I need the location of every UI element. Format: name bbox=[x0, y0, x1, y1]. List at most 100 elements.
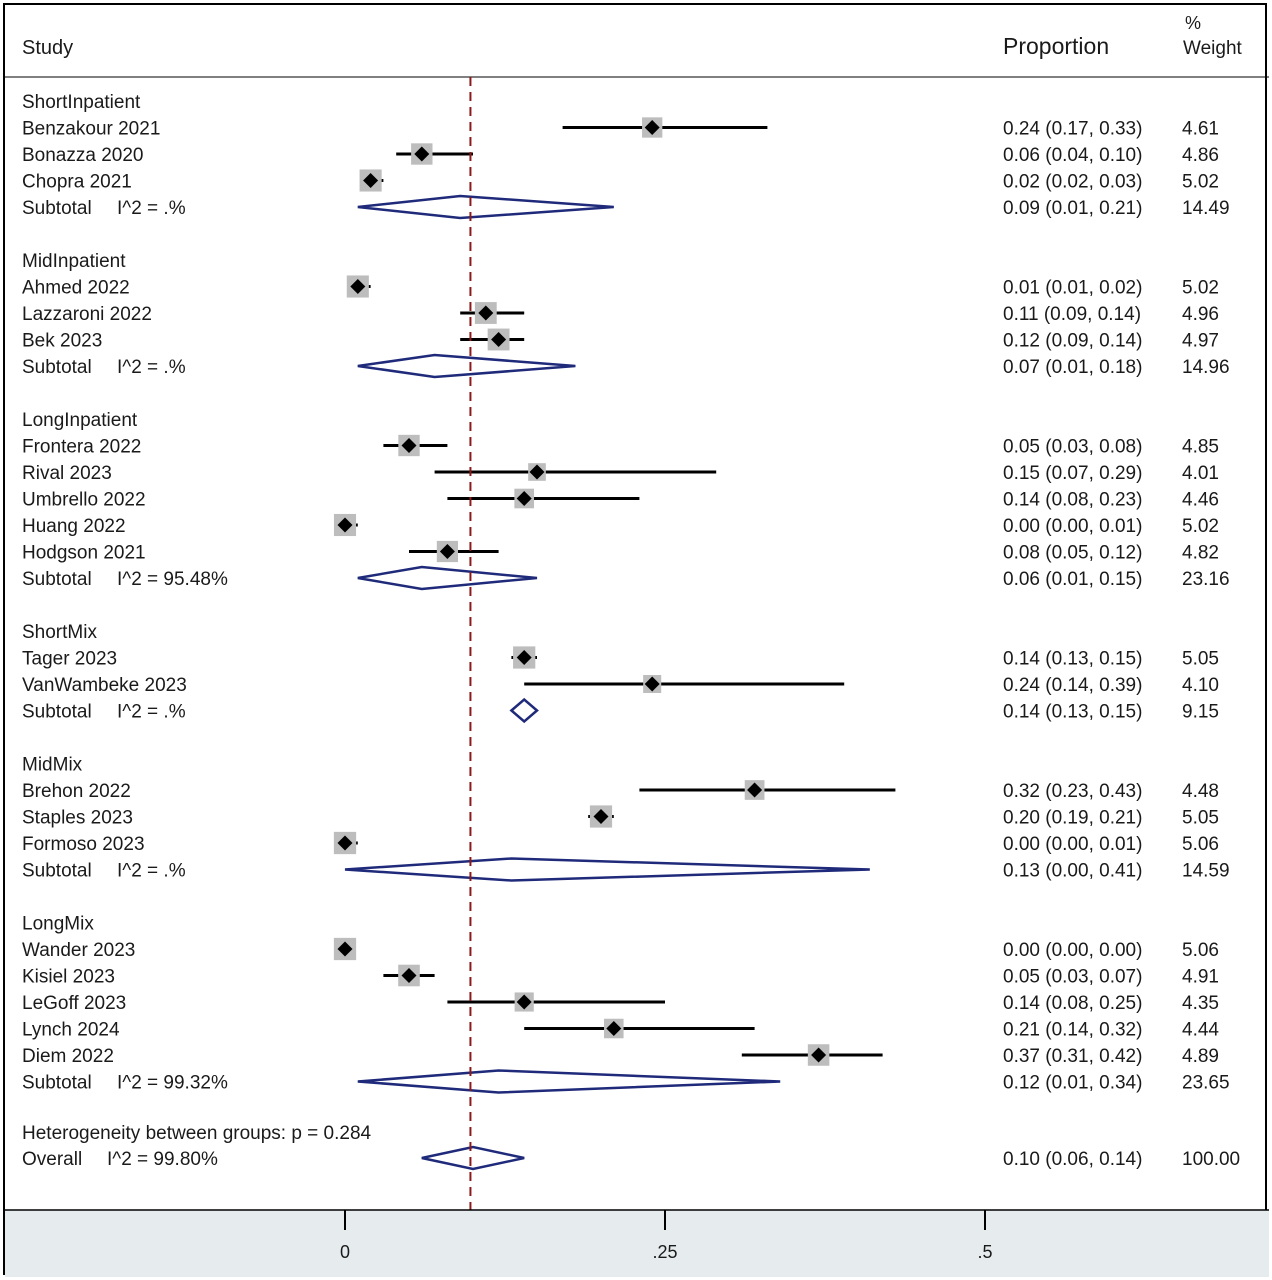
study-label: Hodgson 2021 bbox=[22, 543, 146, 564]
study-estimate: 0.05 (0.03, 0.07) bbox=[1003, 967, 1142, 988]
point-estimate bbox=[337, 835, 353, 851]
study-weight: 4.61 bbox=[1182, 119, 1219, 140]
x-tick-label: .25 bbox=[652, 1242, 677, 1262]
study-estimate: 0.14 (0.08, 0.25) bbox=[1003, 993, 1142, 1014]
study-label: Wander 2023 bbox=[22, 940, 135, 961]
point-estimate bbox=[516, 491, 532, 506]
study-estimate: 0.20 (0.19, 0.21) bbox=[1003, 808, 1142, 829]
point-estimate bbox=[529, 464, 545, 480]
group-name: LongInpatient bbox=[22, 410, 138, 431]
study-label: Formoso 2023 bbox=[22, 834, 145, 855]
study-weight: 4.35 bbox=[1182, 993, 1219, 1014]
pooled-diamond bbox=[344, 857, 870, 882]
group-name: MidMix bbox=[22, 755, 83, 776]
header-proportion: Proportion bbox=[1003, 33, 1109, 59]
study-weight: 4.46 bbox=[1182, 490, 1219, 511]
study-label: Huang 2022 bbox=[22, 516, 126, 537]
subtotal-weight: 14.59 bbox=[1182, 861, 1230, 882]
overall-label: Overall bbox=[22, 1149, 82, 1170]
point-estimate bbox=[414, 146, 430, 162]
group-name: MidInpatient bbox=[22, 251, 126, 272]
study-label: Ahmed 2022 bbox=[22, 278, 130, 299]
header-weight-percent: % bbox=[1185, 13, 1201, 33]
x-axis: 0 .25 .5 bbox=[5, 1209, 1269, 1277]
study-estimate: 0.21 (0.14, 0.32) bbox=[1003, 1020, 1142, 1041]
point-estimate bbox=[811, 1047, 827, 1063]
study-estimate: 0.00 (0.00, 0.00) bbox=[1003, 940, 1142, 961]
subtotal-weight: 9.15 bbox=[1182, 702, 1219, 723]
subtotal-estimate: 0.09 (0.01, 0.21) bbox=[1003, 198, 1142, 219]
study-weight: 4.10 bbox=[1182, 675, 1219, 696]
study-estimate: 0.24 (0.17, 0.33) bbox=[1003, 119, 1142, 140]
point-estimate bbox=[516, 994, 532, 1010]
study-weight: 4.96 bbox=[1182, 304, 1219, 325]
study-label: Brehon 2022 bbox=[22, 781, 131, 802]
subtotal-label: Subtotal bbox=[22, 198, 92, 219]
study-estimate: 0.05 (0.03, 0.08) bbox=[1003, 437, 1142, 458]
study-weight: 5.02 bbox=[1182, 172, 1219, 193]
study-weight: 5.05 bbox=[1182, 808, 1219, 829]
study-weight: 5.06 bbox=[1182, 834, 1219, 855]
overall-weight: 100.00 bbox=[1182, 1149, 1240, 1170]
study-estimate: 0.06 (0.04, 0.10) bbox=[1003, 145, 1142, 166]
study-estimate: 0.00 (0.00, 0.01) bbox=[1003, 516, 1142, 537]
point-estimate bbox=[516, 650, 532, 665]
study-label: Frontera 2022 bbox=[22, 437, 141, 458]
forest-plot: Study Proportion % Weight ShortInpatient… bbox=[5, 13, 1269, 1277]
pooled-diamond bbox=[357, 1069, 781, 1094]
study-weight: 4.48 bbox=[1182, 781, 1219, 802]
study-label: VanWambeke 2023 bbox=[22, 675, 187, 696]
study-estimate: 0.32 (0.23, 0.43) bbox=[1003, 781, 1142, 802]
pooled-diamond bbox=[357, 353, 576, 379]
point-estimate bbox=[401, 438, 417, 453]
group-name: ShortMix bbox=[22, 622, 97, 643]
point-estimate bbox=[350, 279, 366, 294]
subtotal-i2: I^2 = 99.32% bbox=[117, 1073, 228, 1094]
study-weight: 4.44 bbox=[1182, 1020, 1219, 1041]
study-estimate: 0.37 (0.31, 0.42) bbox=[1003, 1046, 1142, 1067]
subtotal-label: Subtotal bbox=[22, 569, 92, 590]
subtotal-i2: I^2 = 95.48% bbox=[117, 569, 228, 590]
subtotal-label: Subtotal bbox=[22, 702, 92, 723]
study-weight: 5.06 bbox=[1182, 940, 1219, 961]
subtotal-i2: I^2 = .% bbox=[117, 357, 186, 378]
point-estimate bbox=[747, 782, 763, 798]
header-study: Study bbox=[22, 37, 73, 59]
point-estimate bbox=[491, 332, 507, 347]
study-estimate: 0.14 (0.08, 0.23) bbox=[1003, 490, 1142, 511]
study-estimate: 0.11 (0.09, 0.14) bbox=[1003, 304, 1141, 325]
point-estimate bbox=[439, 544, 455, 559]
axis-band bbox=[5, 1210, 1269, 1277]
forest-plot-frame: Study Proportion % Weight ShortInpatient… bbox=[3, 3, 1269, 1277]
study-label: Bek 2023 bbox=[22, 331, 102, 352]
study-label: LeGoff 2023 bbox=[22, 993, 126, 1014]
subtotal-estimate: 0.12 (0.01, 0.34) bbox=[1003, 1073, 1142, 1094]
group-name: LongMix bbox=[22, 914, 94, 935]
subtotal-weight: 14.49 bbox=[1182, 198, 1230, 219]
study-estimate: 0.24 (0.14, 0.39) bbox=[1003, 675, 1142, 696]
study-estimate: 0.00 (0.00, 0.01) bbox=[1003, 834, 1142, 855]
header: Study Proportion % Weight bbox=[5, 13, 1269, 78]
rows: ShortInpatient Benzakour 2021 0.24 (0.17, … bbox=[22, 77, 1240, 1210]
subtotal-label: Subtotal bbox=[22, 357, 92, 378]
study-label: Bonazza 2020 bbox=[22, 145, 144, 166]
study-weight: 4.86 bbox=[1182, 145, 1219, 166]
study-label: Diem 2022 bbox=[22, 1046, 114, 1067]
study-estimate: 0.08 (0.05, 0.12) bbox=[1003, 543, 1142, 564]
point-estimate bbox=[644, 676, 660, 692]
study-weight: 5.02 bbox=[1182, 278, 1219, 299]
study-estimate: 0.15 (0.07, 0.29) bbox=[1003, 463, 1142, 484]
point-estimate bbox=[337, 941, 353, 957]
header-weight: Weight bbox=[1183, 38, 1243, 59]
point-estimate bbox=[593, 809, 609, 824]
subtotal-weight: 23.16 bbox=[1182, 569, 1230, 590]
study-weight: 4.97 bbox=[1182, 331, 1219, 352]
pooled-diamond bbox=[357, 565, 538, 591]
study-label: Rival 2023 bbox=[22, 463, 112, 484]
study-label: Chopra 2021 bbox=[22, 172, 132, 193]
point-estimate bbox=[644, 120, 660, 135]
subtotal-estimate: 0.06 (0.01, 0.15) bbox=[1003, 569, 1142, 590]
point-estimate bbox=[337, 517, 353, 533]
subtotal-i2: I^2 = .% bbox=[117, 861, 186, 882]
subtotal-weight: 23.65 bbox=[1182, 1073, 1230, 1094]
